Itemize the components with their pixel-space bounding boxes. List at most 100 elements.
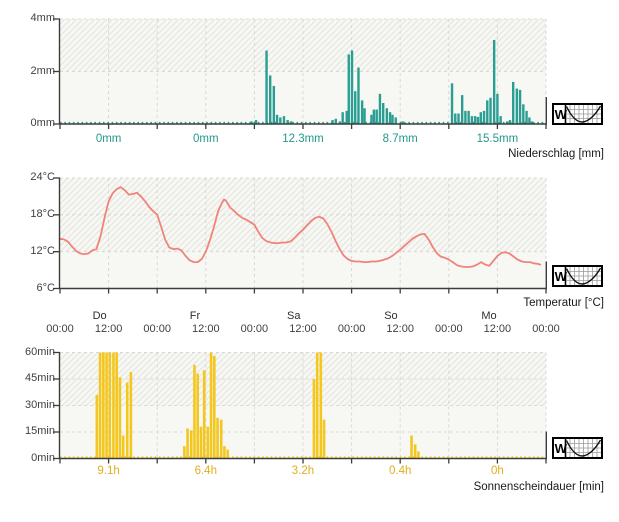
bar	[290, 121, 293, 124]
sun-ytick-0: 0min	[31, 451, 55, 464]
bar	[473, 116, 477, 124]
bar	[385, 108, 389, 124]
bar	[479, 112, 482, 124]
precip-daily-total: 0mm	[193, 133, 219, 145]
temp-ytick-18: 18°C	[30, 208, 55, 220]
bar	[489, 97, 492, 124]
bar	[209, 352, 213, 459]
time-tick: 12:00	[386, 323, 414, 335]
bar	[394, 117, 397, 124]
bar	[254, 120, 258, 124]
bar	[530, 121, 534, 124]
bar	[372, 109, 376, 124]
bar	[129, 371, 133, 459]
bar	[457, 113, 460, 124]
bar	[213, 356, 216, 459]
bar	[388, 112, 392, 124]
sun-ytick-45: 45min	[25, 372, 55, 384]
precip-daily-total: 15.5mm	[476, 133, 519, 145]
temp-ytick-12: 12°C	[30, 245, 55, 257]
bar	[511, 82, 515, 124]
bar	[464, 110, 467, 124]
bar	[275, 114, 279, 124]
sun-daily-total: 3.2h	[291, 465, 315, 477]
bar	[219, 419, 223, 459]
precip-daily-total: 12.3mm	[282, 133, 324, 145]
time-tick: 00:00	[240, 323, 269, 335]
time-tick: 12:00	[289, 323, 317, 335]
bar	[350, 50, 354, 124]
sun-ytick-60: 60min	[25, 345, 55, 358]
bar	[272, 85, 276, 124]
bar	[226, 449, 229, 459]
precip-ytick-2mm: 2mm	[30, 64, 55, 77]
bar	[515, 88, 519, 124]
bar	[265, 50, 268, 124]
bar	[492, 40, 496, 124]
bar	[118, 377, 122, 459]
bar	[331, 120, 334, 124]
sun-daily-total: 0.4h	[388, 465, 412, 477]
w-meteogram-logo: W	[552, 265, 603, 287]
bar	[375, 109, 378, 124]
precip-daily-total: 0mm	[95, 133, 122, 145]
sunshine-panel	[53, 351, 547, 464]
bar	[467, 110, 470, 124]
bar	[347, 54, 350, 124]
bar	[279, 117, 282, 124]
bar	[95, 394, 99, 459]
temp-ytick-24: 24°C	[30, 171, 55, 183]
bar	[378, 93, 382, 124]
bar	[282, 116, 286, 124]
bar	[105, 352, 108, 459]
bar	[202, 370, 206, 459]
bar	[102, 352, 105, 459]
precip-ytick-0mm: 0mm	[30, 117, 55, 129]
bar	[363, 108, 366, 124]
bar	[193, 364, 196, 459]
day-label-so: So	[384, 310, 398, 322]
bar	[528, 117, 531, 124]
bar	[508, 120, 512, 124]
time-tick: 12:00	[192, 323, 220, 335]
bar	[189, 430, 193, 459]
precipitation-panel	[53, 18, 547, 129]
time-tick: 00:00	[337, 323, 366, 335]
bar	[518, 89, 522, 124]
bar	[334, 118, 338, 124]
temp-axis-caption: Temperatur [°C]	[523, 297, 604, 309]
bar	[322, 419, 326, 459]
bar	[250, 121, 253, 124]
sun-daily-total: 9.1h	[97, 465, 120, 477]
bar	[486, 100, 489, 124]
temperature-panel	[53, 177, 547, 294]
time-tick: 12:00	[94, 323, 123, 335]
sun-daily-total: 0h	[490, 465, 504, 477]
bar	[319, 352, 323, 459]
sun-axis-caption: Sonnenscheindauer [min]	[473, 481, 604, 493]
bar	[206, 426, 210, 459]
precip-axis-caption: Niederschlag [mm]	[508, 148, 604, 160]
bar	[196, 373, 199, 459]
bar	[470, 116, 474, 124]
bar	[186, 428, 189, 459]
time-tick: 00:00	[46, 323, 74, 335]
bar	[341, 112, 344, 124]
bar	[115, 352, 118, 459]
bar	[391, 114, 394, 124]
bar	[505, 121, 509, 124]
bar	[417, 451, 420, 459]
day-label-sa: Sa	[287, 310, 301, 322]
bar	[357, 67, 360, 124]
bar	[121, 435, 125, 459]
bar	[381, 103, 385, 124]
bar	[482, 110, 486, 124]
bar	[312, 379, 316, 459]
logo-letter: W	[555, 269, 568, 284]
w-meteogram-logo: W	[552, 437, 603, 459]
bar	[410, 435, 413, 459]
bar	[216, 417, 219, 459]
bar	[125, 382, 129, 459]
